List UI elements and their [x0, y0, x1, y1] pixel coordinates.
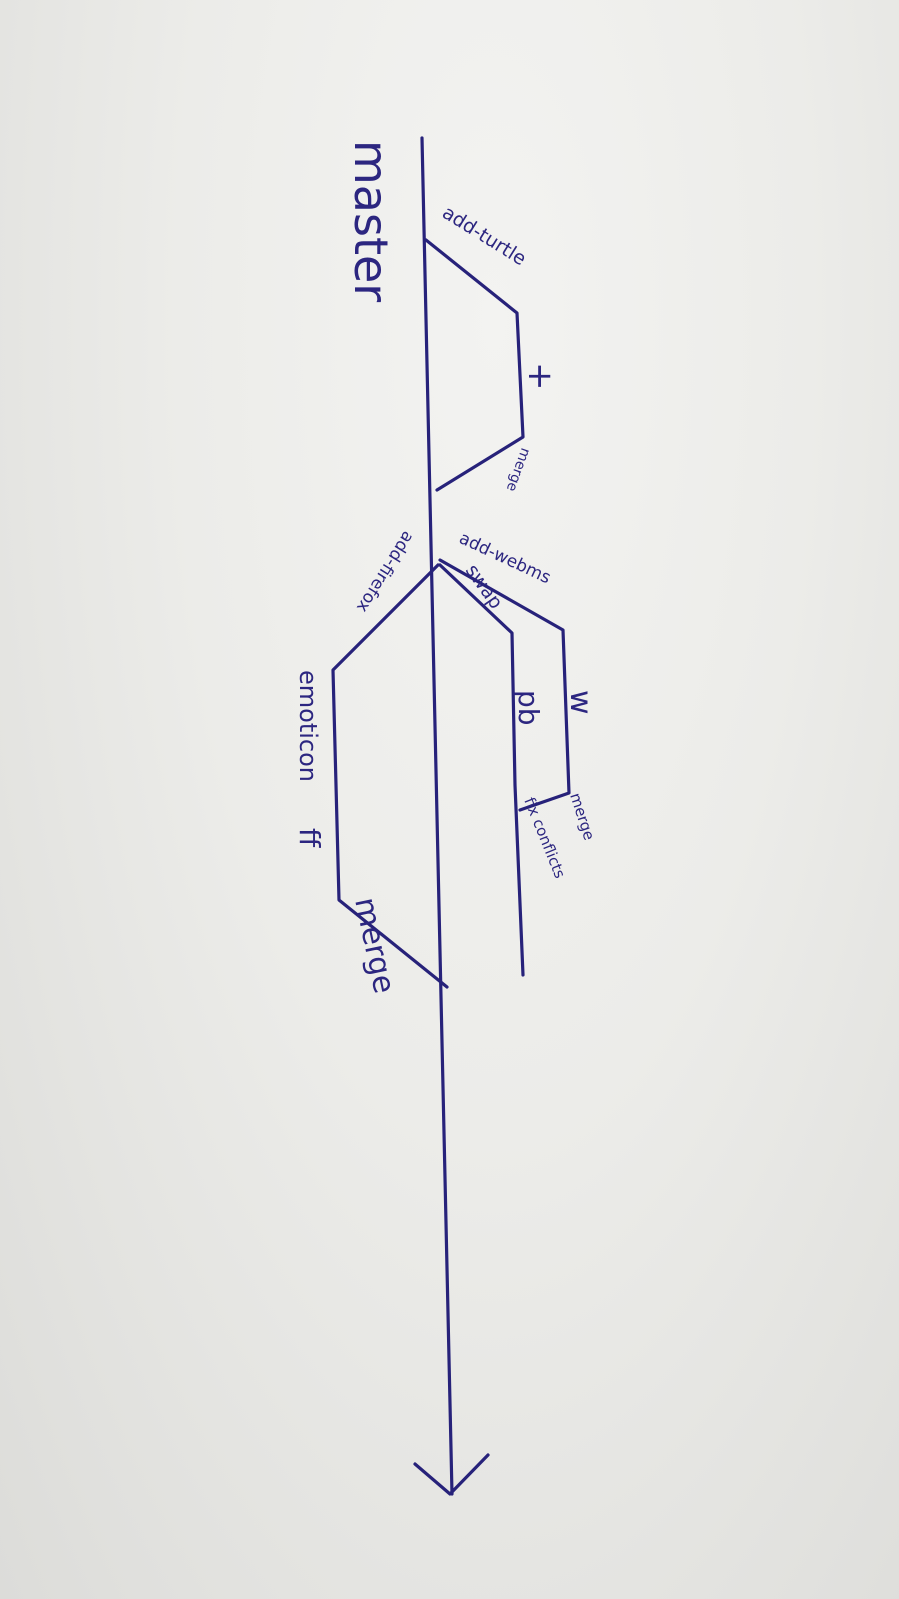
branch-swap: [438, 563, 525, 977]
label-pb: pb: [512, 690, 545, 726]
label-add-firefox: add-firefox: [352, 527, 418, 615]
label-fix-conflicts: fix conflicts: [520, 795, 569, 881]
branch-add-firefox: [331, 563, 449, 989]
branch-add-webms: [438, 558, 571, 812]
label-emoticon: emoticon: [294, 670, 322, 782]
label-master: master: [344, 140, 398, 302]
label-plus: +: [520, 362, 560, 391]
master-arrowhead: [413, 1453, 490, 1496]
label-merge-turtle: merge: [503, 446, 534, 494]
master-branch-line: [420, 136, 454, 1496]
label-w: w: [563, 690, 598, 715]
label-swap: swap: [461, 560, 507, 613]
branch-add-turtle: [424, 238, 525, 492]
label-ff: ff: [293, 828, 326, 848]
label-merge-webms: merge: [566, 791, 598, 843]
